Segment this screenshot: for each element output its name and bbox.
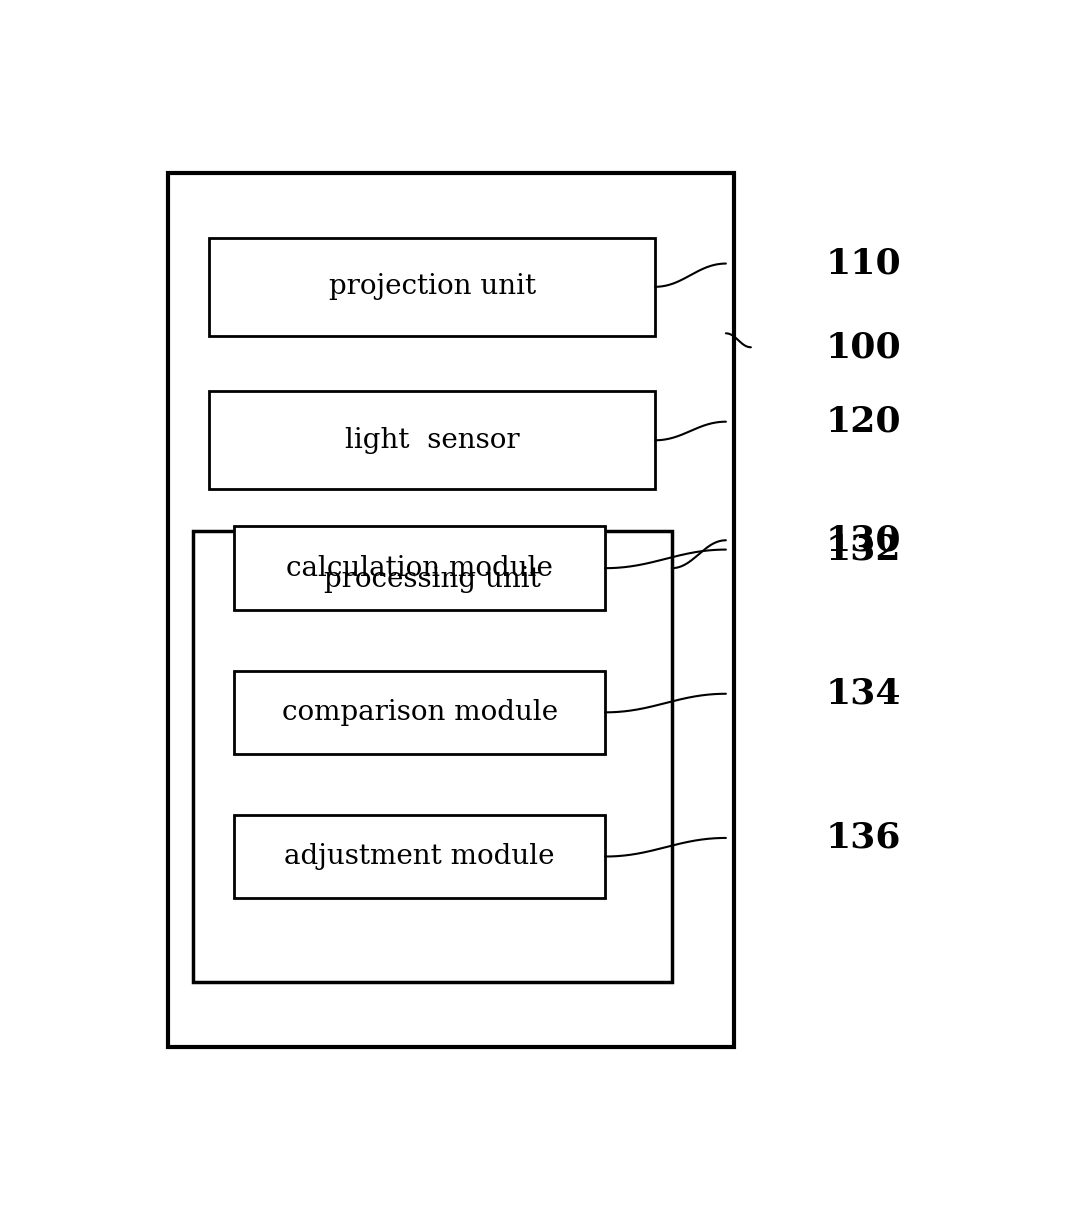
Bar: [210, 238, 655, 336]
Text: 100: 100: [826, 330, 902, 365]
Text: light  sensor: light sensor: [345, 426, 519, 454]
Text: 136: 136: [826, 821, 901, 855]
Text: 134: 134: [826, 676, 901, 710]
Bar: [168, 173, 734, 1047]
Text: projection unit: projection unit: [329, 273, 535, 301]
Bar: [234, 527, 605, 610]
Bar: [234, 814, 605, 899]
Bar: [234, 670, 605, 754]
Bar: [210, 391, 655, 489]
Text: 130: 130: [826, 523, 902, 557]
Text: processing unit: processing unit: [324, 567, 541, 593]
Text: adjustment module: adjustment module: [285, 843, 555, 870]
Text: 110: 110: [826, 246, 902, 280]
Text: comparison module: comparison module: [282, 699, 558, 726]
Text: 132: 132: [826, 533, 901, 567]
Text: calculation module: calculation module: [286, 554, 554, 582]
Bar: [192, 532, 672, 982]
Text: 120: 120: [826, 405, 902, 439]
